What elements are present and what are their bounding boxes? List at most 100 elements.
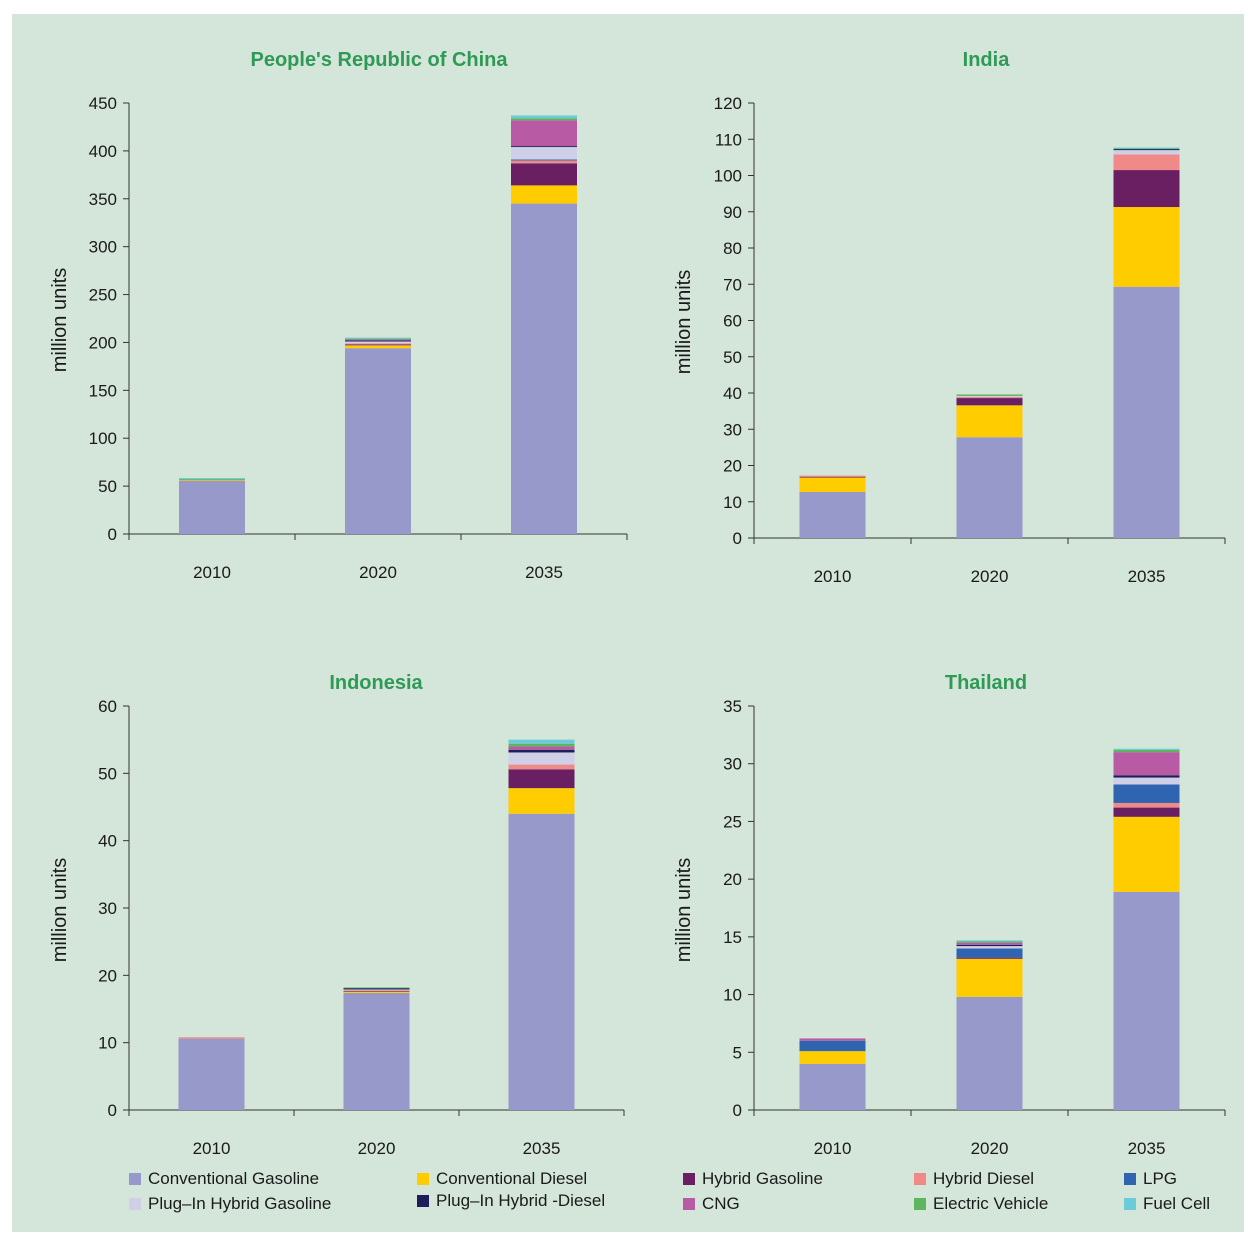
bar-2020-lpg — [956, 948, 1023, 958]
bar-2035-lpg — [511, 159, 577, 161]
bar-2035-hybrid-gasoline — [511, 163, 577, 186]
bar-2035-plug-in-hybrid-gasoline — [1113, 150, 1180, 155]
bar-2035-fuel-cell — [1113, 748, 1180, 750]
chart-title: Indonesia — [329, 672, 423, 694]
bar-2020-conventional-gasoline — [956, 437, 1023, 538]
bar-2020-electric-vehicle — [956, 941, 1023, 943]
x-tick-label: 2010 — [814, 1139, 852, 1158]
y-tick-label: 250 — [89, 286, 117, 305]
y-tick-label: 20 — [98, 966, 117, 985]
bar-2035-conventional-gasoline — [511, 203, 577, 535]
chart-thailand: Thailand million units 0 5 10 15 20 25 30 35 2010 2… — [673, 672, 1226, 1158]
y-tick-label: 70 — [723, 275, 742, 294]
y-tick-label: 50 — [98, 477, 117, 496]
bar-2010-lpg — [799, 1040, 866, 1052]
bar-2010-conventional-gasoline — [179, 480, 245, 534]
bar-2035-plug-in-hybrid-diesel — [1113, 149, 1180, 151]
y-tick-label: 0 — [733, 529, 742, 548]
y-tick-label: 10 — [98, 1034, 117, 1053]
bar-2020-plug-in-hybrid-gasoline — [345, 341, 411, 344]
y-tick-label: 400 — [89, 142, 117, 161]
bar-2020-cng — [956, 942, 1023, 945]
bar-2020-hybrid-gasoline — [345, 344, 411, 346]
bar-2020-hybrid-diesel — [343, 990, 410, 991]
bar-2020-plug-in-hybrid-gasoline — [956, 395, 1023, 397]
bar-2020-cng — [345, 339, 411, 341]
y-tick-label: 15 — [723, 928, 742, 947]
x-tick-label: 2035 — [1128, 567, 1166, 586]
y-tick-label: 10 — [723, 986, 742, 1005]
y-tick-label: 200 — [89, 333, 117, 352]
bar-2020-conventional-gasoline — [343, 992, 410, 1110]
x-tick-label: 2035 — [523, 1139, 561, 1158]
bar-2035-lpg — [1113, 784, 1180, 803]
y-axis-label: million units — [49, 268, 71, 372]
bar-2035-hybrid-gasoline — [1113, 170, 1180, 208]
y-tick-label: 0 — [108, 525, 117, 544]
x-tick-label: 2010 — [193, 1139, 231, 1158]
bar-2020-plug-in-hybrid-gasoline — [343, 989, 410, 991]
bar-2020-electric-vehicle — [956, 394, 1023, 396]
y-tick-label: 60 — [723, 312, 742, 331]
bar-2020-plug-in-hybrid-diesel — [343, 988, 410, 990]
y-tick-label: 120 — [714, 94, 742, 113]
bar-2035-electric-vehicle — [1113, 148, 1180, 150]
bar-2010-cng — [799, 1038, 866, 1041]
bar-2020-plug-in-hybrid-gasoline — [956, 946, 1023, 949]
bar-2010-conventional-gasoline — [799, 1063, 866, 1110]
bar-2035-conventional-gasoline — [1113, 891, 1180, 1110]
y-tick-label: 40 — [98, 832, 117, 851]
x-tick-label: 2020 — [971, 567, 1009, 586]
bar-2020-plug-in-hybrid-diesel — [345, 340, 411, 342]
bar-2020-conventional-diesel — [343, 991, 410, 993]
bar-2035-plug-in-hybrid-diesel — [508, 749, 575, 753]
y-tick-label: 110 — [715, 130, 742, 149]
bar-2035-conventional-gasoline — [508, 813, 575, 1110]
bar-2010-conventional-diesel — [799, 477, 866, 492]
bar-2010-hybrid-diesel — [178, 1037, 245, 1039]
x-tick-label: 2035 — [1128, 1139, 1166, 1158]
chart-indonesia: Indonesia million units 0 10 20 30 40 50 60 2010 2… — [49, 672, 625, 1158]
y-tick-label: 0 — [733, 1101, 742, 1120]
bar-2035-conventional-diesel — [1113, 207, 1180, 287]
y-tick-label: 30 — [98, 899, 117, 918]
y-tick-label: 100 — [714, 167, 742, 186]
x-tick-label: 2020 — [359, 563, 397, 582]
bar-2035-hybrid-diesel — [508, 764, 575, 770]
y-tick-label: 50 — [723, 348, 742, 367]
chart-india: India million units 0 10 20 30 40 50 60 70 80 90 100… — [673, 49, 1226, 586]
bar-2010-hybrid-gasoline — [799, 476, 866, 478]
bar-2020-conventional-gasoline — [345, 348, 411, 534]
bar-2035-cng — [1113, 752, 1180, 776]
y-tick-label: 0 — [108, 1101, 117, 1120]
bar-2035-electric-vehicle — [511, 118, 577, 121]
y-axis-label: million units — [673, 858, 695, 962]
y-tick-label: 100 — [89, 429, 117, 448]
y-tick-label: 150 — [89, 381, 117, 400]
y-axis-label: million units — [49, 858, 71, 962]
bar-2035-hybrid-diesel — [1113, 802, 1180, 808]
chart-title: People's Republic of China — [250, 49, 508, 71]
bar-2035-electric-vehicle — [508, 743, 575, 747]
bar-2035-hybrid-gasoline — [508, 769, 575, 789]
bar-2020-electric-vehicle — [345, 338, 411, 340]
bar-2035-hybrid-diesel — [1113, 154, 1180, 171]
bar-2035-fuel-cell — [1113, 147, 1180, 149]
bar-2020-plug-in-hybrid-diesel — [956, 944, 1023, 947]
y-tick-label: 30 — [723, 755, 742, 774]
bar-2035-hybrid-diesel — [511, 160, 577, 164]
bar-2020-hybrid-gasoline — [956, 957, 1023, 959]
y-tick-label: 40 — [723, 384, 742, 403]
bar-2035-fuel-cell — [511, 115, 577, 119]
bar-2035-conventional-diesel — [511, 185, 577, 204]
bar-2010-conventional-diesel — [799, 1051, 866, 1064]
x-tick-label: 2020 — [971, 1139, 1009, 1158]
bar-2010-conventional-gasoline — [178, 1038, 245, 1110]
y-tick-label: 450 — [89, 94, 117, 113]
bar-2035-electric-vehicle — [1113, 749, 1180, 753]
chart-people-s-republic-of-china: People's Republic of China million units 0… — [49, 49, 628, 582]
bar-2020-conventional-gasoline — [956, 996, 1023, 1110]
bar-2010-electric-vehicle — [179, 478, 245, 480]
y-tick-label: 25 — [723, 812, 742, 831]
